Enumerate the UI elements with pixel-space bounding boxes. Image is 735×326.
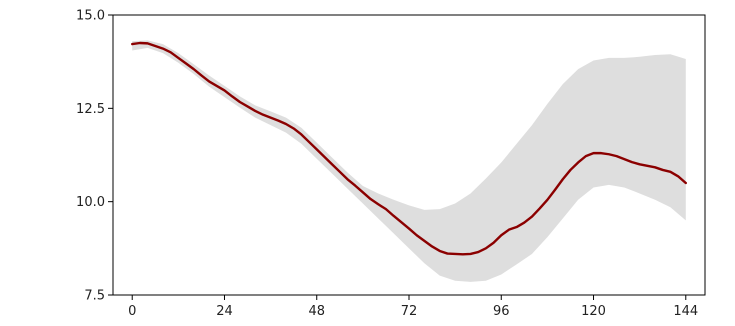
x-tick-label: 144 [673, 304, 698, 319]
confidence-band [132, 40, 686, 282]
x-tick-label: 24 [216, 304, 233, 319]
x-tick-label: 48 [308, 304, 325, 319]
series-line-0 [131, 41, 687, 256]
x-tick-label: 120 [581, 304, 606, 319]
y-tick-label: 12.5 [76, 102, 105, 117]
series-line-layer [131, 41, 687, 256]
x-tick-label: 0 [128, 304, 136, 319]
y-tick-label: 10.0 [76, 195, 105, 210]
x-tick-label: 72 [401, 304, 418, 319]
ticks-layer: 0 24 48 72 96 120 144 7.5 10.0 12.5 15.0 [76, 9, 698, 320]
y-tick-label: 7.5 [84, 289, 105, 304]
confidence-band-layer [132, 40, 686, 282]
y-tick-label: 15.0 [76, 9, 105, 24]
x-tick-label: 96 [493, 304, 510, 319]
